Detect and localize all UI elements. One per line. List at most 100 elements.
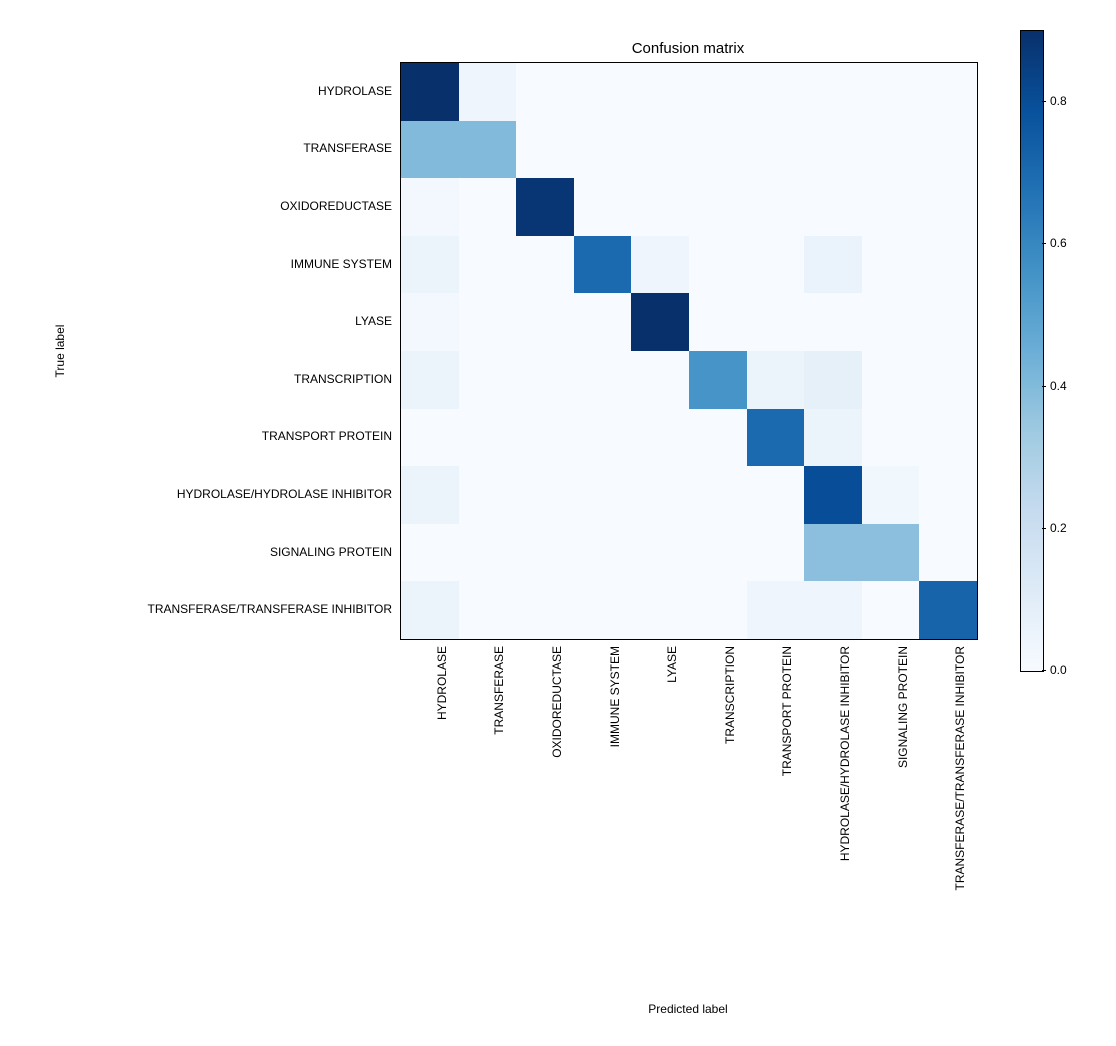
heatmap-cell: [574, 63, 632, 121]
heatmap-cell: [747, 351, 805, 409]
heatmap-cell: [862, 121, 920, 179]
x-axis-label: Predicted label: [400, 1002, 976, 1016]
x-tick-label: HYDROLASE: [435, 646, 449, 1046]
heatmap-cell: [919, 121, 977, 179]
colorbar-tick-label: 0.6: [1050, 236, 1067, 250]
heatmap-cell: [862, 236, 920, 294]
heatmap-cell: [804, 178, 862, 236]
y-tick-label: HYDROLASE: [318, 84, 392, 98]
heatmap-cell: [689, 63, 747, 121]
heatmap-cell: [804, 524, 862, 582]
heatmap-cell: [574, 466, 632, 524]
heatmap-cell: [804, 581, 862, 639]
heatmap-cell: [459, 121, 517, 179]
x-tick-label: OXIDOREDUCTASE: [550, 646, 564, 1046]
heatmap-cell: [401, 524, 459, 582]
chart-title: Confusion matrix: [400, 40, 976, 57]
heatmap-cell: [747, 63, 805, 121]
heatmap-cell: [862, 524, 920, 582]
heatmap-cell: [516, 466, 574, 524]
heatmap-cell: [459, 63, 517, 121]
heatmap-cell: [401, 293, 459, 351]
y-tick-label: TRANSFERASE: [303, 141, 392, 155]
heatmap-cell: [919, 236, 977, 294]
heatmap-cell: [862, 581, 920, 639]
heatmap-cell: [459, 178, 517, 236]
heatmap-cell: [631, 466, 689, 524]
heatmap-cell: [919, 524, 977, 582]
heatmap-cell: [689, 581, 747, 639]
heatmap-cell: [401, 581, 459, 639]
heatmap-cell: [689, 178, 747, 236]
heatmap-cell: [459, 351, 517, 409]
heatmap-cell: [516, 293, 574, 351]
colorbar-tick-label: 0.0: [1050, 663, 1067, 677]
heatmap-cell: [689, 236, 747, 294]
heatmap-cell: [516, 236, 574, 294]
heatmap-cell: [631, 409, 689, 467]
heatmap-cell: [516, 581, 574, 639]
heatmap-cell: [516, 351, 574, 409]
x-tick-label: TRANSFERASE: [492, 646, 506, 1046]
heatmap-cell: [747, 121, 805, 179]
heatmap-cell: [459, 293, 517, 351]
heatmap-cell: [574, 236, 632, 294]
heatmap-cell: [459, 524, 517, 582]
heatmap-cell: [804, 409, 862, 467]
heatmap-cell: [516, 63, 574, 121]
x-tick-label: LYASE: [665, 646, 679, 1046]
heatmap-cell: [401, 351, 459, 409]
x-tick-label: TRANSFERASE/TRANSFERASE INHIBITOR: [953, 646, 967, 1046]
x-tick-label: TRANSCRIPTION: [723, 646, 737, 1046]
heatmap-cell: [401, 409, 459, 467]
heatmap-cell: [919, 351, 977, 409]
heatmap-cell: [747, 293, 805, 351]
heatmap-cell: [804, 351, 862, 409]
heatmap-cell: [459, 466, 517, 524]
heatmap-cell: [401, 121, 459, 179]
heatmap-grid: [400, 62, 978, 640]
heatmap-cell: [574, 293, 632, 351]
heatmap-cell: [919, 581, 977, 639]
heatmap-cell: [747, 236, 805, 294]
heatmap-cell: [631, 581, 689, 639]
heatmap-cell: [459, 409, 517, 467]
heatmap-cell: [689, 293, 747, 351]
heatmap-cell: [574, 351, 632, 409]
heatmap-cell: [631, 236, 689, 294]
heatmap-cell: [574, 178, 632, 236]
heatmap-cell: [862, 409, 920, 467]
heatmap-cell: [459, 581, 517, 639]
heatmap-cell: [401, 236, 459, 294]
heatmap-cell: [401, 63, 459, 121]
y-tick-label: SIGNALING PROTEIN: [270, 545, 392, 559]
y-tick-label: LYASE: [355, 314, 392, 328]
heatmap-cell: [804, 466, 862, 524]
heatmap-cell: [862, 466, 920, 524]
colorbar: [1020, 30, 1044, 672]
x-tick-label: SIGNALING PROTEIN: [896, 646, 910, 1046]
heatmap-cell: [631, 524, 689, 582]
y-tick-label: TRANSFERASE/TRANSFERASE INHIBITOR: [148, 602, 392, 616]
heatmap-cell: [747, 466, 805, 524]
heatmap-cell: [574, 524, 632, 582]
heatmap-cell: [689, 121, 747, 179]
heatmap-cell: [631, 293, 689, 351]
heatmap-cell: [516, 409, 574, 467]
heatmap-cell: [401, 466, 459, 524]
heatmap-cell: [689, 466, 747, 524]
heatmap-cell: [919, 293, 977, 351]
heatmap-cell: [401, 178, 459, 236]
colorbar-tickmark: [1042, 528, 1046, 529]
y-tick-label: TRANSCRIPTION: [294, 372, 392, 386]
colorbar-tickmark: [1042, 243, 1046, 244]
heatmap-cell: [919, 63, 977, 121]
heatmap-cell: [631, 63, 689, 121]
heatmap-cell: [689, 524, 747, 582]
colorbar-tick-label: 0.4: [1050, 379, 1067, 393]
heatmap-cell: [919, 466, 977, 524]
heatmap-cell: [804, 236, 862, 294]
heatmap-cell: [516, 178, 574, 236]
colorbar-tickmark: [1042, 386, 1046, 387]
y-tick-label: HYDROLASE/HYDROLASE INHIBITOR: [177, 487, 392, 501]
